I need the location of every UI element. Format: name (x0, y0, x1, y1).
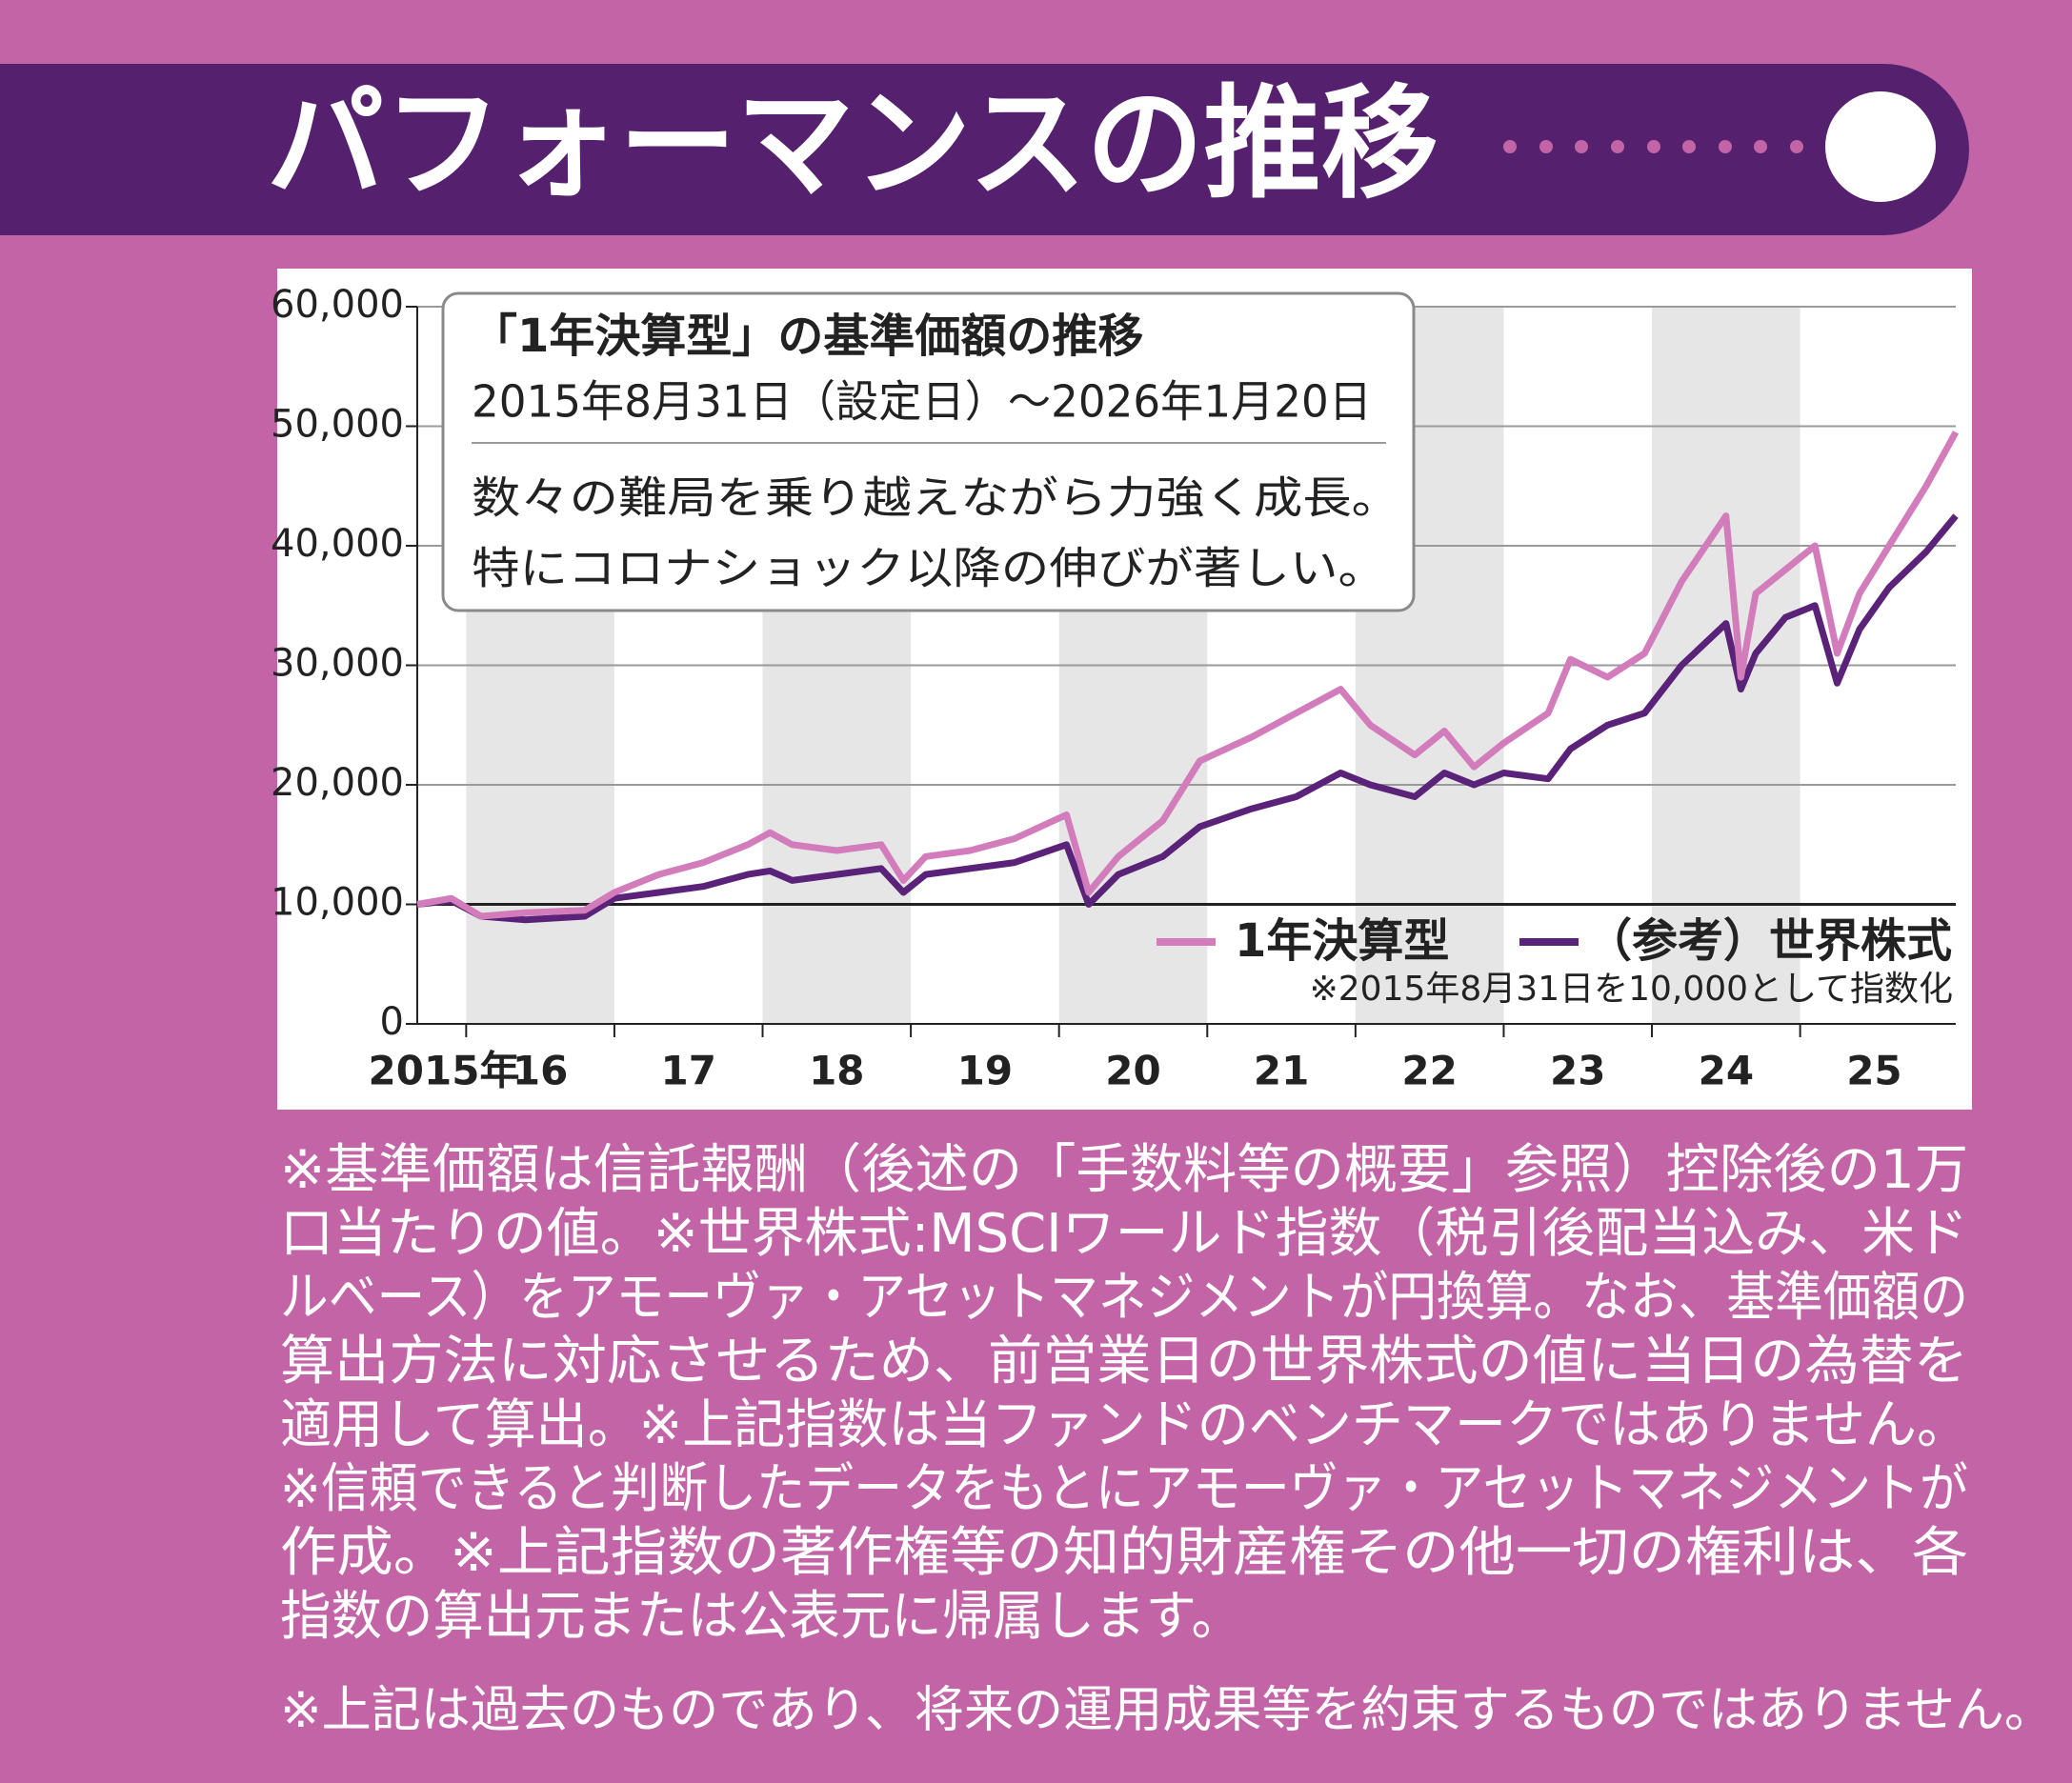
note-line: 作成。※上記指数の著作権等の知的財産権その他一切の権利は、各 (280, 1522, 1968, 1584)
annotation-box (441, 291, 1416, 612)
y-tick-label: 40,000 (271, 522, 404, 566)
note-line: ※信頼できると判断したデータをもとにアモーヴァ・アセットマネジメントが (280, 1458, 1968, 1520)
header-band (0, 64, 1969, 235)
notes: ※基準価額は信託報酬（後述の「手数料等の概要」参照）控除後の1万口当たりの値。※… (280, 1139, 2054, 1739)
legend-label: （参考）世界株式 (1586, 914, 1952, 968)
x-tick-label: 18 (809, 1048, 864, 1094)
header-title: パフォーマンスの推移 (267, 73, 1438, 215)
note-line: 適用して算出。※上記指数は当ファンドのベンチマークではありません。 (280, 1394, 1968, 1456)
y-tick-label: 50,000 (271, 403, 404, 447)
note-line: ルベース）をアモーヴァ・アセットマネジメントが円換算。なお、基準価額の (280, 1267, 1968, 1329)
x-tick-label: 2015年 (369, 1048, 520, 1094)
x-tick-label: 22 (1401, 1048, 1457, 1094)
x-tick-label: 17 (660, 1048, 715, 1094)
x-tick-label: 25 (1846, 1048, 1901, 1094)
box-annotation: 数々の難局を乗り越えながら力強く成長。 (472, 472, 1400, 524)
x-tick-label: 21 (1254, 1048, 1309, 1094)
y-tick-label: 0 (380, 1000, 404, 1044)
x-tick-label: 24 (1699, 1048, 1754, 1094)
x-tick-label: 20 (1105, 1048, 1160, 1094)
y-tick-label: 20,000 (271, 761, 404, 805)
note-line: 指数の算出元または公表元に帰属します。 (280, 1586, 1242, 1648)
legend-label: 1年決算型 (1235, 914, 1449, 968)
y-tick-label: 30,000 (271, 642, 404, 686)
y-tick-label: 60,000 (271, 283, 404, 327)
legend-note: ※2015年8月31日を10,000として指数化 (1310, 970, 1953, 1009)
header-circle (1825, 91, 1936, 202)
note-line: 算出方法に対応させるため、前営業日の世界株式の値に当日の為替を (280, 1331, 1968, 1392)
note-line: ※基準価額は信託報酬（後述の「手数料等の概要」参照）控除後の1万 (280, 1139, 1968, 1201)
x-tick-label: 16 (513, 1048, 568, 1094)
series-line (416, 431, 1960, 920)
note-line: 口当たりの値。※世界株式:MSCIワールド指数（税引後配当込み、米ド (280, 1203, 1968, 1265)
series-line (416, 513, 1959, 924)
box-title: 「1年決算型」の基準価額の推移 (472, 310, 1143, 363)
header-dots (1503, 140, 1803, 153)
x-tick-label: 19 (957, 1048, 1013, 1094)
x-tick-label: 23 (1550, 1048, 1605, 1094)
y-tick-label: 10,000 (271, 881, 404, 925)
box-subtitle: 2015年8月31日（設定日）～2026年1月20日 (472, 376, 1372, 428)
disclaimer: ※上記は過去のものであり、将来の運用成果等を約束するものではありません。 (280, 1682, 2054, 1739)
box-annotation: 特にコロナショック以降の伸びが著しい。 (472, 543, 1386, 594)
